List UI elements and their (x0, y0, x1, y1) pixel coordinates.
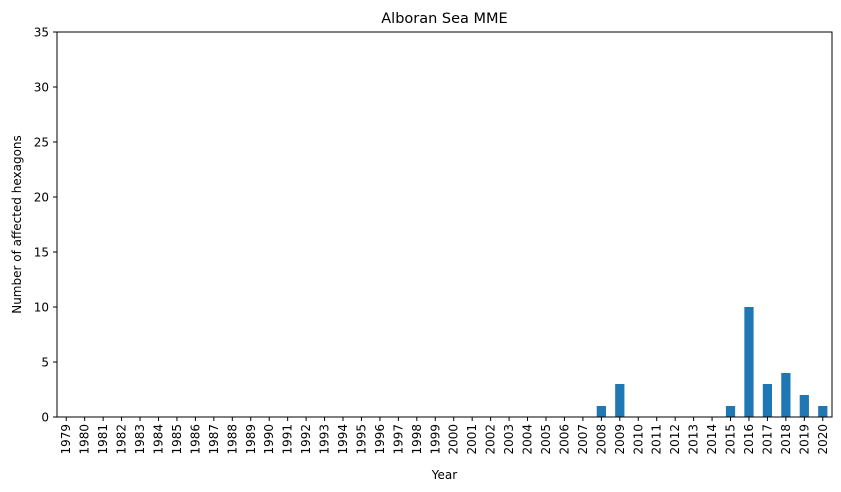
y-tick-label: 10 (34, 301, 49, 315)
x-tick-label: 2003 (502, 424, 516, 455)
bar-2019 (799, 395, 809, 417)
y-axis-title: Number of affected hexagons (10, 135, 24, 314)
x-tick-label: 1991 (281, 424, 295, 455)
x-tick-label: 2008 (594, 424, 608, 455)
x-tick-label: 1985 (170, 424, 184, 455)
x-tick-label: 1988 (225, 424, 239, 455)
x-tick-label: 2006 (557, 424, 571, 455)
x-tick-label: 2017 (760, 424, 774, 455)
x-axis-title: Year (431, 468, 457, 482)
x-tick-label: 1999 (428, 424, 442, 455)
x-tick-label: 1987 (207, 424, 221, 455)
x-tick-label: 2004 (521, 424, 535, 455)
x-tick-label: 1981 (96, 424, 110, 455)
x-tick-label: 2014 (705, 424, 719, 455)
x-tick-label: 1997 (391, 424, 405, 455)
y-tick-label: 0 (41, 411, 49, 425)
x-tick-label: 1982 (115, 424, 129, 455)
x-tick-label: 2011 (650, 424, 664, 455)
x-tick-label: 2012 (668, 424, 682, 455)
x-tick-label: 2010 (631, 424, 645, 455)
x-tick-label: 2000 (447, 424, 461, 455)
x-tick-label: 2009 (613, 424, 627, 455)
x-tick-label: 1989 (244, 424, 258, 455)
y-tick-label: 30 (34, 81, 49, 95)
x-tick-label: 2019 (797, 424, 811, 455)
bar-2017 (762, 384, 773, 417)
x-tick-label: 1984 (151, 424, 165, 455)
x-tick-label: 1998 (410, 424, 424, 455)
bar-2015 (725, 406, 736, 417)
x-tick-label: 2007 (576, 424, 590, 455)
y-axis: 0 5 10 15 20 25 30 35 (34, 26, 57, 425)
x-tick-label: 1979 (59, 424, 73, 455)
x-tick-label: 2018 (779, 424, 793, 455)
x-tick-label: 2002 (484, 424, 498, 455)
plot-frame (56, 31, 833, 418)
x-tick-label: 1993 (318, 424, 332, 455)
bar-2018 (781, 373, 791, 417)
y-tick-label: 25 (34, 136, 49, 150)
x-tick-label: 2001 (465, 424, 479, 455)
x-tick-label: 2005 (539, 424, 553, 455)
bar-2009 (615, 384, 625, 417)
x-tick-label: 1996 (373, 424, 387, 455)
x-tick-label: 1995 (354, 424, 368, 455)
x-tick-label: 2020 (816, 424, 830, 455)
bar-2020 (818, 406, 828, 417)
x-tick-label: 1983 (133, 424, 147, 455)
bar-2008 (596, 406, 606, 417)
y-tick-label: 20 (34, 191, 49, 205)
y-tick-label: 5 (41, 356, 49, 370)
x-tick-label: 2013 (687, 424, 701, 455)
bar-2016 (744, 307, 754, 417)
x-tick-label: 1990 (262, 424, 276, 455)
x-tick-label: 1992 (299, 424, 313, 455)
x-tick-label: 1994 (336, 424, 350, 455)
x-tick-label: 1980 (78, 424, 92, 455)
chart-title: Alboran Sea MME (381, 11, 507, 27)
y-tick-label: 35 (34, 26, 49, 40)
x-tick-label: 1986 (188, 424, 202, 455)
x-tick-label: 2015 (724, 424, 738, 455)
x-tick-label: 2016 (742, 424, 756, 455)
y-tick-label: 15 (34, 246, 49, 260)
x-axis: 1979 1980 1981 1982 1983 1984 1985 1986 1987 1988… (59, 417, 830, 455)
bars-group (596, 307, 828, 417)
